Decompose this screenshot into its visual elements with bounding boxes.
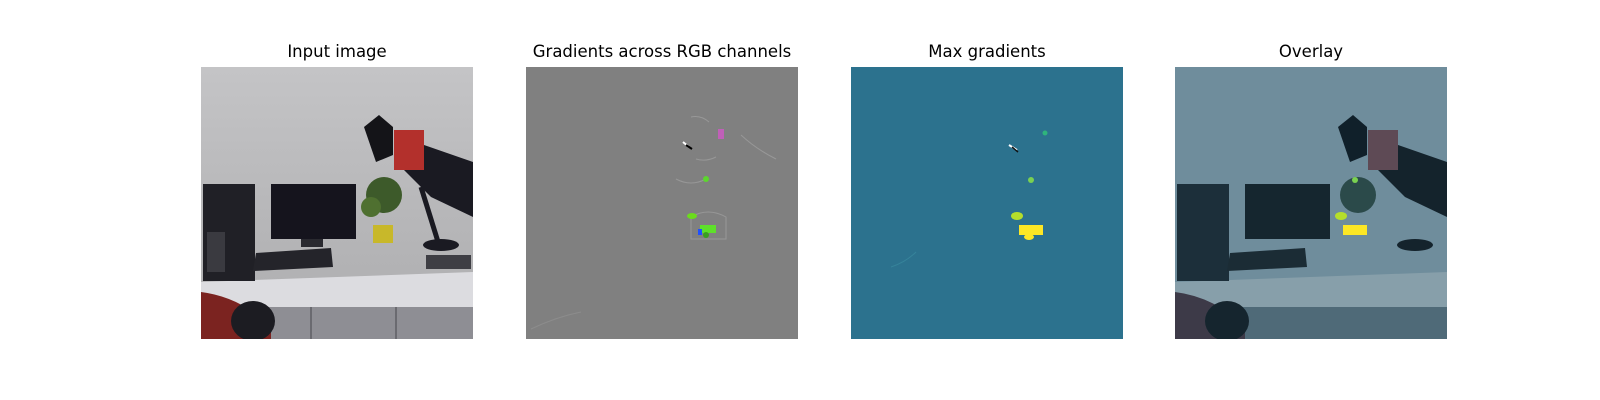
- max-gradient-hotspot-left: [1011, 212, 1023, 220]
- overlay-image: [1175, 67, 1447, 339]
- monitor: [271, 184, 356, 239]
- overlay-graphic: [1175, 67, 1447, 339]
- rgb-gradients-graphic: [526, 67, 798, 339]
- max-gradients-panel: Max gradients: [851, 0, 1123, 400]
- panel-title-input-image: Input image: [287, 42, 387, 61]
- max-gradient-hotspot-small: [1028, 177, 1034, 183]
- rgb-gradients-image: [526, 67, 798, 339]
- panel-title-overlay: Overlay: [1278, 42, 1344, 61]
- max-gradients-image: [851, 67, 1123, 339]
- gradient-hotspot-small: [703, 176, 709, 182]
- rgb-gradients-panel: Gradients across RGB channels: [526, 0, 798, 400]
- input-image-panel: Input image: [201, 0, 473, 400]
- gradient-hotspot-main: [700, 225, 716, 233]
- max-gradients-graphic: [851, 67, 1123, 339]
- max-gradient-background: [851, 67, 1123, 339]
- panel-title-rgb-gradients: Gradients across RGB channels: [532, 42, 792, 61]
- input-image-graphic: [201, 67, 473, 339]
- plant-pot: [373, 225, 393, 243]
- gradient-hotspot-left: [687, 213, 697, 219]
- keyboard: [253, 248, 333, 271]
- gradient-hotspot-magenta: [718, 129, 724, 139]
- panel-title-max-gradients: Max gradients: [928, 42, 1046, 61]
- gradient-background: [526, 67, 798, 339]
- max-gradient-hotspot-top: [1042, 130, 1048, 136]
- overlay-panel: Overlay: [1175, 0, 1447, 400]
- desk-top: [201, 272, 473, 307]
- input-image: [201, 67, 473, 339]
- overlay-hotspot-left: [1335, 212, 1347, 220]
- max-gradient-hotspot-main: [1019, 225, 1043, 235]
- overlay-hotspot-main: [1343, 225, 1367, 235]
- robot-gripper: [394, 130, 424, 170]
- overlay-hotspot-small: [1352, 177, 1358, 183]
